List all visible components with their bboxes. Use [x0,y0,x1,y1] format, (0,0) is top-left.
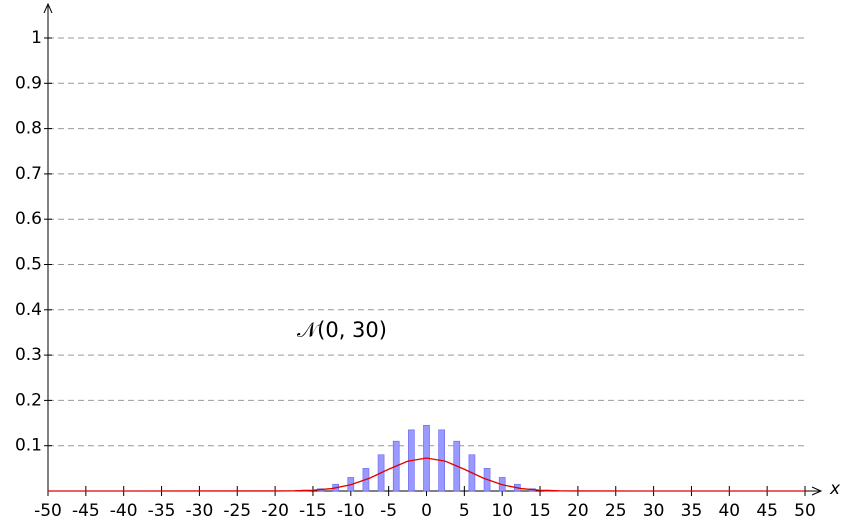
y-tick-label: 1 [31,28,42,48]
x-axis-arrow [811,486,823,496]
y-tick-label: 0.5 [15,255,42,275]
x-tick-label: 30 [643,501,665,521]
x-tick-label: -35 [148,501,176,521]
x-tick-label: 50 [794,501,816,521]
x-axis-label: x [829,479,841,499]
x-tick-label: -30 [186,501,214,521]
annotation: 𝒩(0, 30) [297,318,387,342]
y-tick-label: 0.2 [15,390,42,410]
x-tick-label: 10 [491,501,513,521]
y-tick-label: 0.4 [15,300,42,320]
y-tick-label: 0.9 [15,73,42,93]
x-tick-label: 0 [421,501,432,521]
x-tick-label: -5 [380,501,397,521]
y-axis-arrow [43,2,53,14]
x-tick-label: 40 [718,501,740,521]
x-tick-label: 15 [529,501,551,521]
x-tick-label: -25 [223,501,251,521]
x-tick-label: -15 [299,501,327,521]
x-tick-label: -40 [110,501,138,521]
x-tick-label: -20 [261,501,289,521]
y-tick-label: 0.7 [15,164,42,184]
y-tick-label: 0.8 [15,119,42,139]
x-tick-label: -45 [72,501,100,521]
x-tick-label: 5 [459,501,470,521]
x-tick-label: 45 [756,501,778,521]
y-tick-label: 0.1 [15,436,42,456]
y-tick-label: 0.3 [15,345,42,365]
x-tick-label: 25 [605,501,627,521]
y-tick-label: 0.6 [15,209,42,229]
x-tick-label: -50 [34,501,62,521]
x-tick-label: 20 [567,501,589,521]
x-tick-label: 35 [681,501,703,521]
x-tick-label: -10 [337,501,365,521]
density-curve [47,457,806,492]
